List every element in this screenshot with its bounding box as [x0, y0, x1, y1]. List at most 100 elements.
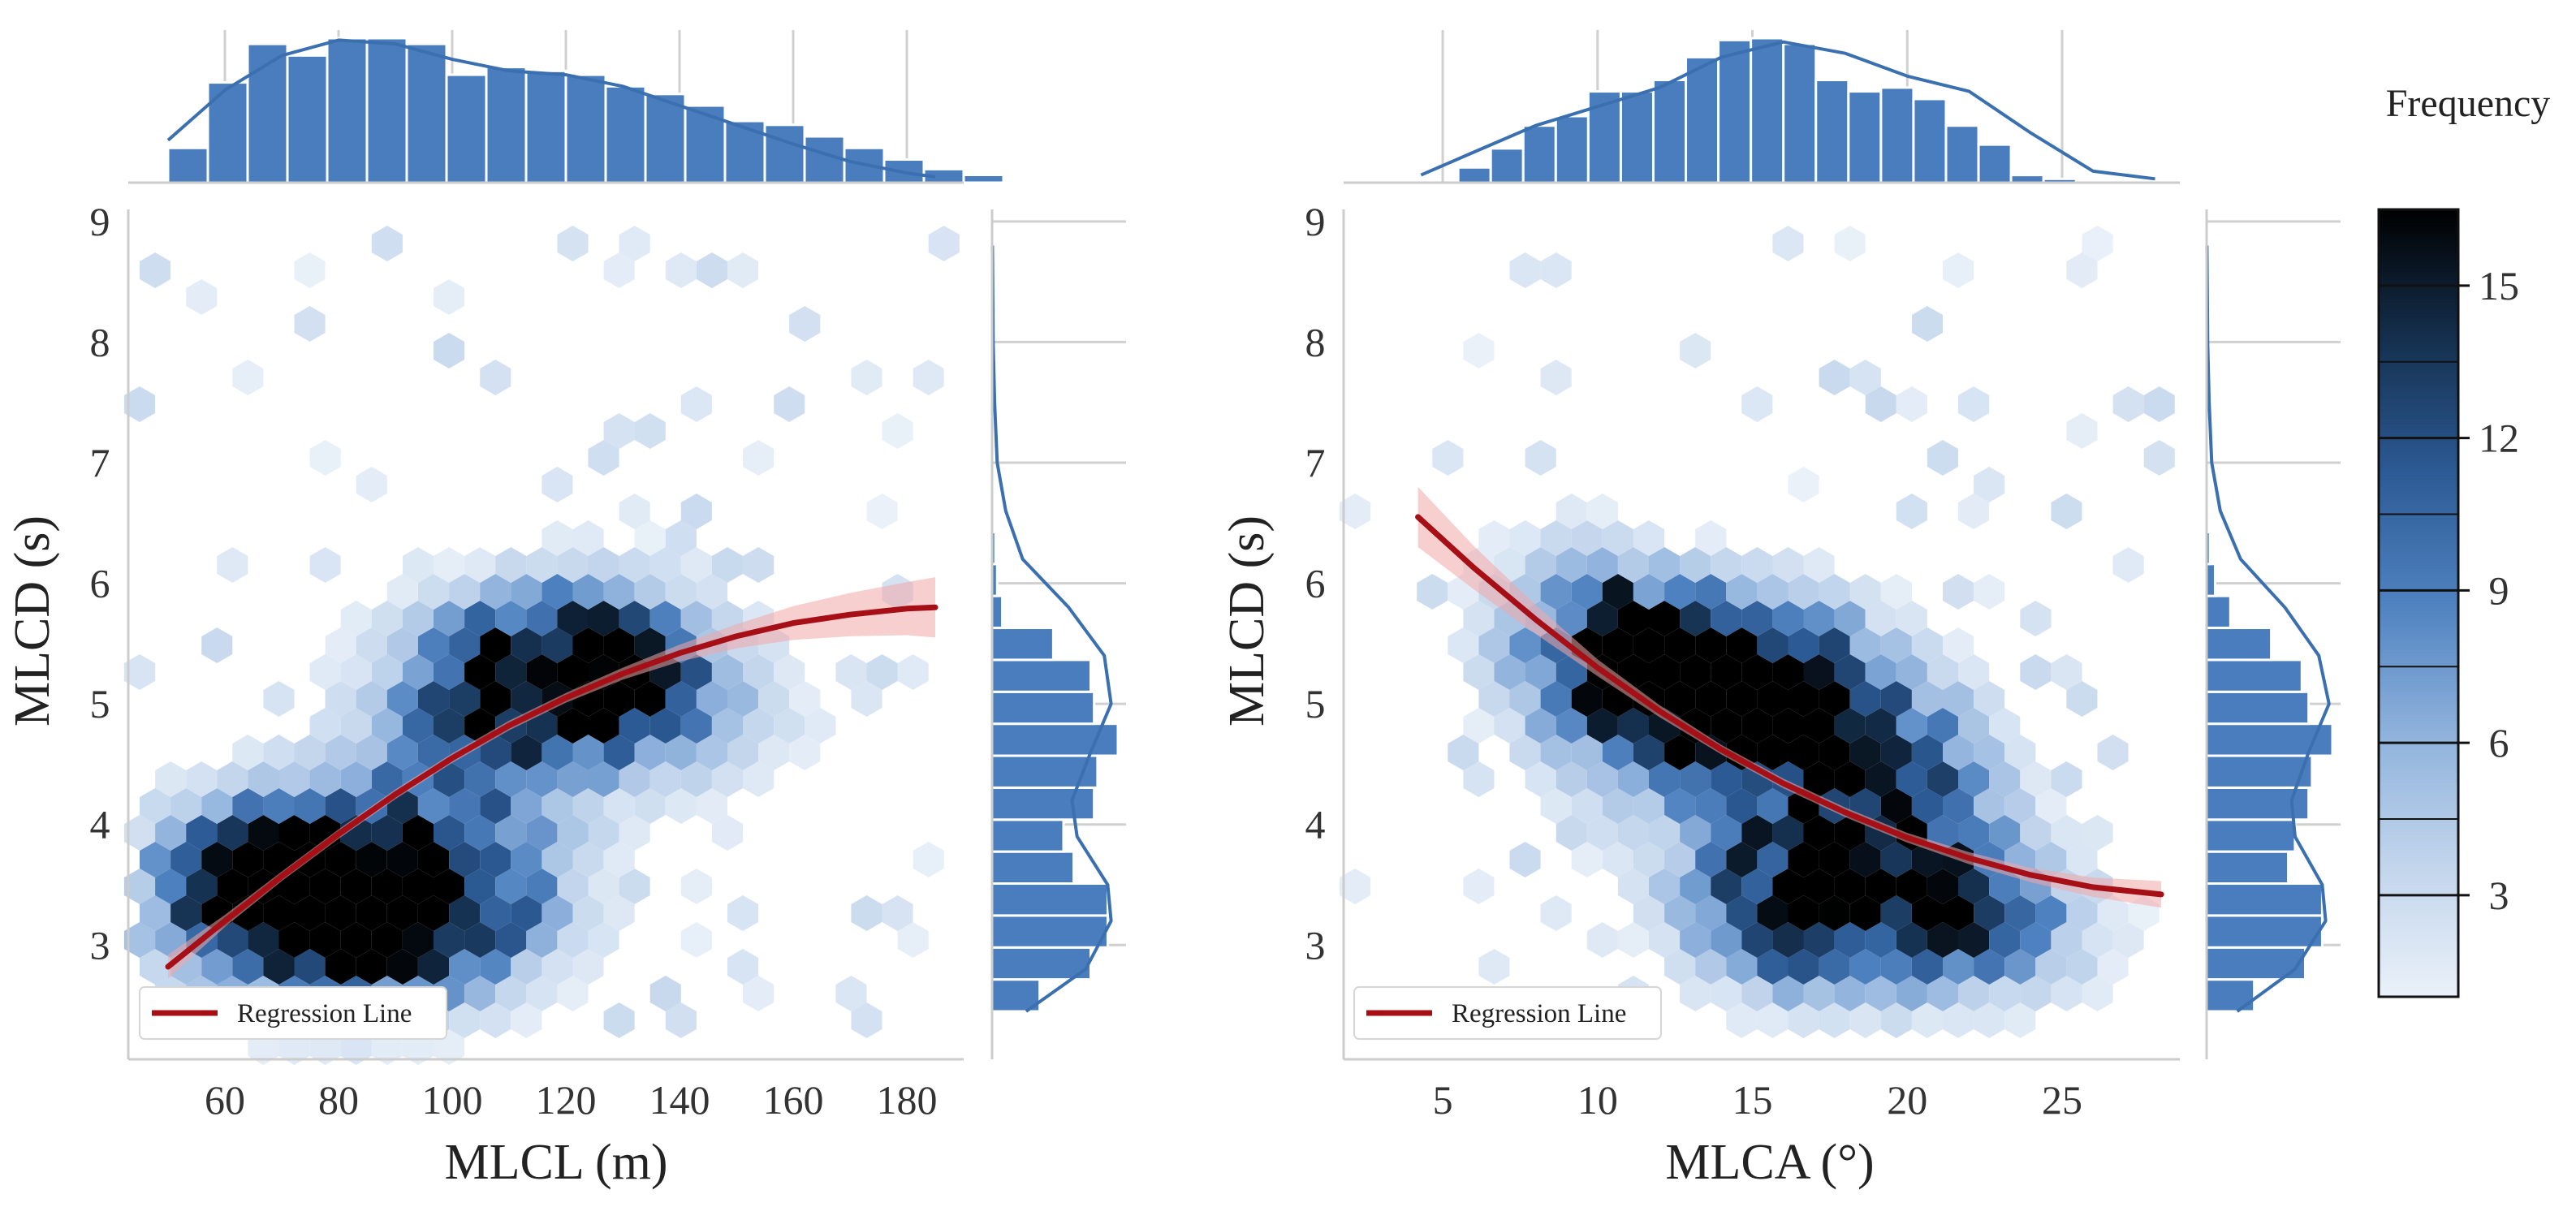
hexbin-cell [1509, 735, 1541, 770]
hexbin-cell [557, 976, 589, 1011]
hexbin-cell [294, 306, 326, 342]
hexbin-cell [1525, 440, 1556, 476]
hexbin-cell [1509, 842, 1541, 877]
axes-mlcl [127, 209, 964, 1061]
hexbin-cell [1788, 842, 1819, 877]
y-ticks-mlca: 3 4 5 6 7 8 9 [1305, 199, 1326, 968]
y-tick-label: 6 [1305, 561, 1326, 606]
hexbin-cell [340, 869, 372, 904]
right-hist-bar [2205, 658, 2303, 693]
hexbin-cell [1680, 976, 1711, 1011]
y-axis-title-mlcl: MLCD (s) [5, 515, 60, 726]
hexbin-cell [1664, 842, 1696, 877]
hexbin-cell [588, 922, 619, 958]
hexbin-cell [1540, 252, 1572, 288]
hexbin-cell [464, 922, 496, 958]
hexbin-cell [1757, 895, 1789, 931]
hexbin-cell [1943, 949, 1974, 985]
hexbin-cell [294, 788, 326, 824]
hexbin-cell [1602, 574, 1633, 610]
hexbin-cell [1680, 761, 1711, 797]
hexbin-cell [1571, 842, 1603, 877]
hexbin-cell [588, 547, 619, 583]
hexbin-cell [1896, 654, 1927, 690]
hexbin-cell [2112, 386, 2144, 422]
hexbin-plot-mlca [1339, 226, 2175, 1038]
hexbin-cell [696, 788, 727, 824]
right-hist-bar [2205, 946, 2306, 981]
x-tick-label: 60 [205, 1077, 245, 1123]
hexbin-cell [1617, 869, 1649, 904]
hexbin-cell [386, 735, 418, 770]
x-tick-label: 180 [877, 1077, 938, 1123]
hexbin-cell [480, 1002, 511, 1038]
hexbin-cell [511, 1002, 542, 1038]
hexbin-cell [480, 627, 511, 663]
hexbin-cell [588, 815, 619, 851]
y-tick-label: 3 [1305, 922, 1326, 968]
hexbin-cell [1772, 869, 1804, 904]
top-hist-bar [604, 84, 647, 184]
hexbin-cell [603, 895, 635, 931]
hexbin-cell [2004, 735, 2036, 770]
hexbin-cell [294, 949, 326, 985]
hexbin-cell [1586, 547, 1618, 583]
hexbin-cell [371, 601, 403, 636]
right-kde-line [2205, 245, 2331, 1013]
hexbin-cell [603, 842, 635, 877]
hexbin-cell [526, 547, 558, 583]
hexbin-cell [2051, 761, 2082, 797]
hexbin-cell [1633, 788, 1665, 824]
hexbin-cell [2097, 949, 2129, 985]
hexbin-cell [2112, 922, 2144, 958]
top-hist-bar [1619, 90, 1655, 184]
hexbin-cell [711, 815, 743, 851]
hexbin-cell [572, 949, 604, 985]
right-hist-bar [2205, 818, 2297, 853]
hexbin-cell [557, 761, 589, 797]
hexbin-cell [1757, 627, 1789, 663]
hexbin-cell [340, 761, 372, 797]
hexbin-cell [619, 547, 650, 583]
hexbin-cell [882, 413, 913, 449]
hexbin-cell [186, 815, 218, 851]
hexbin-cell [542, 520, 573, 556]
hexbin-cell [2082, 815, 2113, 851]
hexbin-cell [123, 922, 156, 958]
hexbin-cell [480, 949, 511, 985]
hexbin-cell [1664, 788, 1696, 824]
top-hist-bar [365, 37, 408, 184]
colorbar: Frequency 3 6 9 12 15 [2377, 82, 2550, 998]
hexbin-cell [1741, 708, 1773, 744]
hexbin-cell [866, 654, 898, 690]
y-tick-label: 8 [1305, 319, 1326, 364]
hexbin-cell [1571, 681, 1603, 717]
colorbar-tick-label: 6 [2489, 720, 2509, 765]
hexbin-cell [1772, 922, 1804, 958]
hexbin-cell [1834, 654, 1866, 690]
hexbin-cell [572, 574, 604, 610]
hexbin-cell [309, 869, 341, 904]
hexbin-cell [557, 815, 589, 851]
hexbin-cell [1478, 949, 1510, 985]
hexbin-cell [1478, 520, 1510, 556]
y-tick-label: 4 [1305, 802, 1326, 847]
hexbin-cell [1896, 761, 1927, 797]
hexbin-cell [1880, 1002, 1912, 1038]
hexbin-cell [1819, 842, 1850, 877]
hexbin-cell [1680, 547, 1711, 583]
hexbin-cell [1726, 949, 1758, 985]
hexbin-cell [866, 494, 898, 529]
hexbin-cell [140, 842, 171, 877]
hexbin-cell [649, 601, 681, 636]
hexbin-cell [588, 440, 619, 476]
hexbin-cell [1695, 949, 1727, 985]
hexbin-cell [1865, 922, 1896, 958]
right-hist-bar [2205, 722, 2334, 757]
hexbin-cell [1617, 601, 1649, 636]
hexbin-cell [743, 654, 775, 690]
hexbin-cell [680, 386, 712, 422]
hexbin-cell [851, 360, 882, 395]
hexbin-cell [2097, 735, 2129, 770]
hexbin-cell [480, 574, 511, 610]
